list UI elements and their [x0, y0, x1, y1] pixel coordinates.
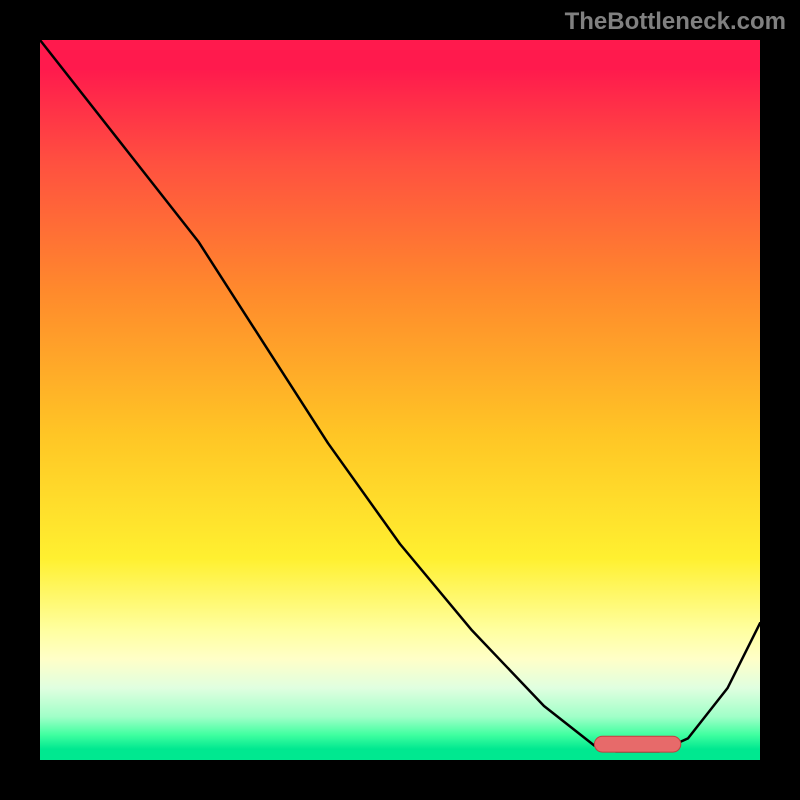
plot-background — [40, 40, 760, 760]
chart-svg — [0, 0, 800, 800]
optimal-marker — [594, 736, 680, 752]
watermark-text: TheBottleneck.com — [565, 8, 786, 36]
bottleneck-chart: TheBottleneck.com — [0, 0, 800, 800]
